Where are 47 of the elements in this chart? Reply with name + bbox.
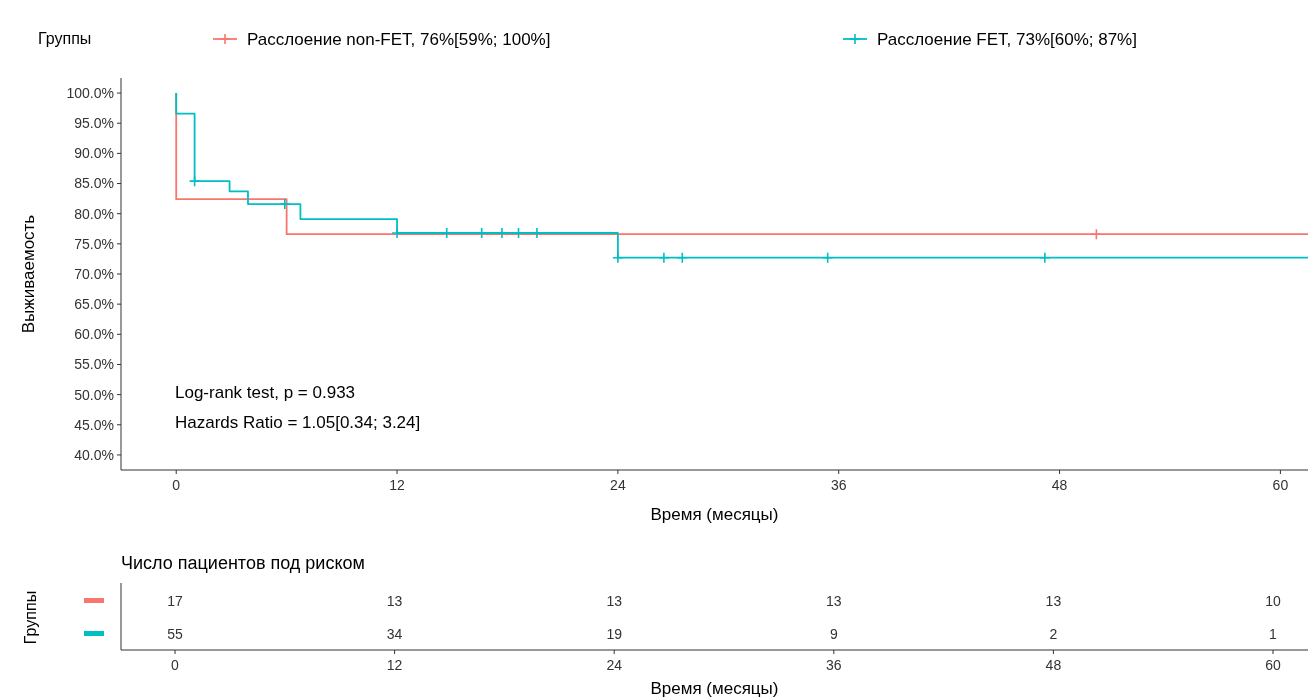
data-label: 19 [606,625,623,642]
chart-title: Число пациентов под риском [121,553,365,573]
x-tick-label: 48 [1045,657,1062,673]
annotation: Hazards Ratio = 1.05[0.34; 3.24] [175,413,421,432]
x-axis-title: Время (месяцы) [650,679,779,698]
y-tick-label: 80.0% [74,205,114,222]
y-tick-label: 85.0% [74,175,114,192]
y-tick-label: 70.0% [74,265,114,282]
data-label: 34 [386,625,403,642]
data-label: 13 [386,592,403,609]
x-tick-label: 0 [171,657,180,673]
data-label: 17 [167,592,183,609]
x-tick-label: 48 [1051,477,1068,493]
x-tick-label: 60 [1272,477,1289,493]
y-tick-label: 60.0% [74,326,114,343]
x-tick-label: 12 [386,657,403,673]
y-tick-label: 45.0% [74,416,114,433]
legend-title: Группы [38,30,92,47]
y-tick-label: 100.0% [66,84,114,101]
x-tick-label: 60 [1265,657,1281,673]
data-label: 10 [1265,592,1281,609]
data-label: 1 [1269,625,1278,642]
legend-label: Расслоение non-FET, 76%[59%; 100%] [247,30,551,49]
y-tick-label: 40.0% [74,446,114,463]
x-tick-label: 24 [610,477,626,493]
x-tick-label: 24 [606,657,623,673]
y-axis-title: Выживаемость [19,214,38,334]
legend-label: Расслоение FET, 73%[60%; 87%] [877,30,1137,49]
x-tick-label: 36 [830,477,847,493]
y-tick-label: 95.0% [74,115,114,132]
y-tick-label: 65.0% [74,296,114,313]
y-tick-label: 50.0% [74,386,114,403]
x-axis-title: Время (месяцы) [650,505,779,524]
data-label: 55 [167,625,183,642]
annotation: Log-rank test, p = 0.933 [175,383,356,402]
data-label: 9 [829,625,838,642]
y-tick-label: 90.0% [74,145,114,162]
data-label: 13 [1045,592,1062,609]
data-label: 13 [826,592,842,609]
x-tick-label: 36 [826,657,842,673]
x-tick-label: 12 [389,477,406,493]
y-tick-label: 55.0% [74,356,114,373]
x-tick-label: 0 [172,477,181,493]
data-label: 2 [1049,625,1058,642]
y-axis-title: Группы [22,590,39,645]
data-label: 13 [606,592,623,609]
y-tick-label: 75.0% [74,235,114,252]
